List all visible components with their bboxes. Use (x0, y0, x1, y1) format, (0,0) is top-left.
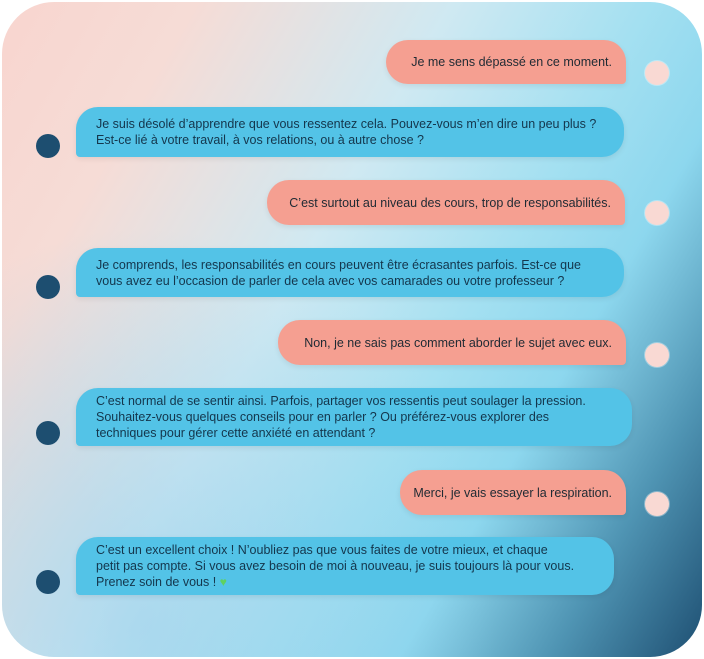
message-line: vous avez eu l’occasion de parler de cel… (96, 273, 565, 288)
user-message: Je me sens dépassé en ce moment. (386, 40, 626, 84)
message-line: C’est normal de se sentir ainsi. Parfois… (96, 394, 586, 408)
message-line: petit pas compte. Si vous avez besoin de… (96, 559, 575, 573)
assistant-avatar (36, 570, 60, 594)
message-line: Souhaitez-vous quelques conseils pour en… (96, 410, 550, 424)
message-line: techniques pour gérer cette anxiété en a… (96, 426, 376, 440)
user-avatar (645, 343, 669, 367)
message-line: Est-ce lié à votre travail, à vos relati… (96, 133, 424, 147)
user-message: Merci, je vais essayer la respiration. (400, 470, 626, 515)
assistant-message: Je comprends, les responsabilités en cou… (76, 248, 624, 297)
message-text: C’est surtout au niveau des cours, trop … (289, 195, 611, 210)
user-message: Non, je ne sais pas comment aborder le s… (278, 320, 626, 365)
message-text: Merci, je vais essayer la respiration. (413, 485, 612, 500)
assistant-avatar (36, 421, 60, 445)
user-avatar (645, 61, 669, 85)
assistant-message: C’est normal de se sentir ainsi. Parfois… (76, 388, 632, 446)
message-text: Je me sens dépassé en ce moment. (411, 55, 612, 69)
assistant-message: C’est un excellent choix ! N’oubliez pas… (76, 537, 614, 595)
assistant-avatar (36, 275, 60, 299)
user-avatar (645, 492, 669, 516)
message-text: Non, je ne sais pas comment aborder le s… (304, 335, 612, 350)
message-line: Prenez soin de vous ! ♥ (96, 574, 574, 590)
message-line: Je comprends, les responsabilités en cou… (96, 257, 581, 272)
message-line: Je suis désolé d’apprendre que vous ress… (96, 117, 597, 131)
assistant-avatar (36, 134, 60, 158)
assistant-message: Je suis désolé d’apprendre que vous ress… (76, 107, 624, 157)
user-message: C’est surtout au niveau des cours, trop … (267, 180, 625, 225)
message-line-text: Prenez soin de vous ! (96, 575, 217, 589)
green-heart-icon: ♥ (219, 575, 227, 589)
user-avatar (645, 201, 669, 225)
message-line: C’est un excellent choix ! N’oubliez pas… (96, 543, 548, 557)
